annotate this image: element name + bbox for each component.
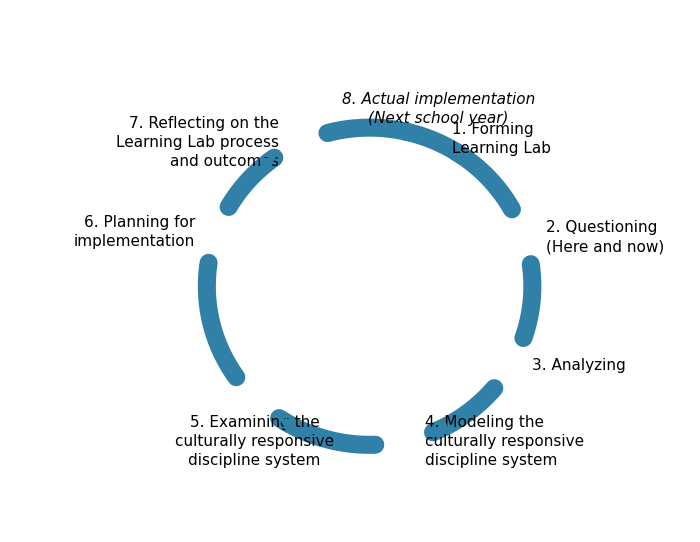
Text: 7. Reflecting on the
Learning Lab process
and outcomes: 7. Reflecting on the Learning Lab proces… xyxy=(116,116,279,169)
Text: 5. Examining the
culturally responsive
discipline system: 5. Examining the culturally responsive d… xyxy=(175,415,334,468)
Text: 4. Modeling the
culturally responsive
discipline system: 4. Modeling the culturally responsive di… xyxy=(425,415,584,468)
Text: 8. Actual implementation
(Next school year): 8. Actual implementation (Next school ye… xyxy=(342,92,535,126)
Text: 2. Questioning
(Here and now): 2. Questioning (Here and now) xyxy=(546,220,664,254)
Text: 3. Analyzing: 3. Analyzing xyxy=(532,358,626,373)
Text: 1. Forming
Learning Lab: 1. Forming Learning Lab xyxy=(452,122,552,156)
Text: 6. Planning for
implementation: 6. Planning for implementation xyxy=(74,215,195,249)
